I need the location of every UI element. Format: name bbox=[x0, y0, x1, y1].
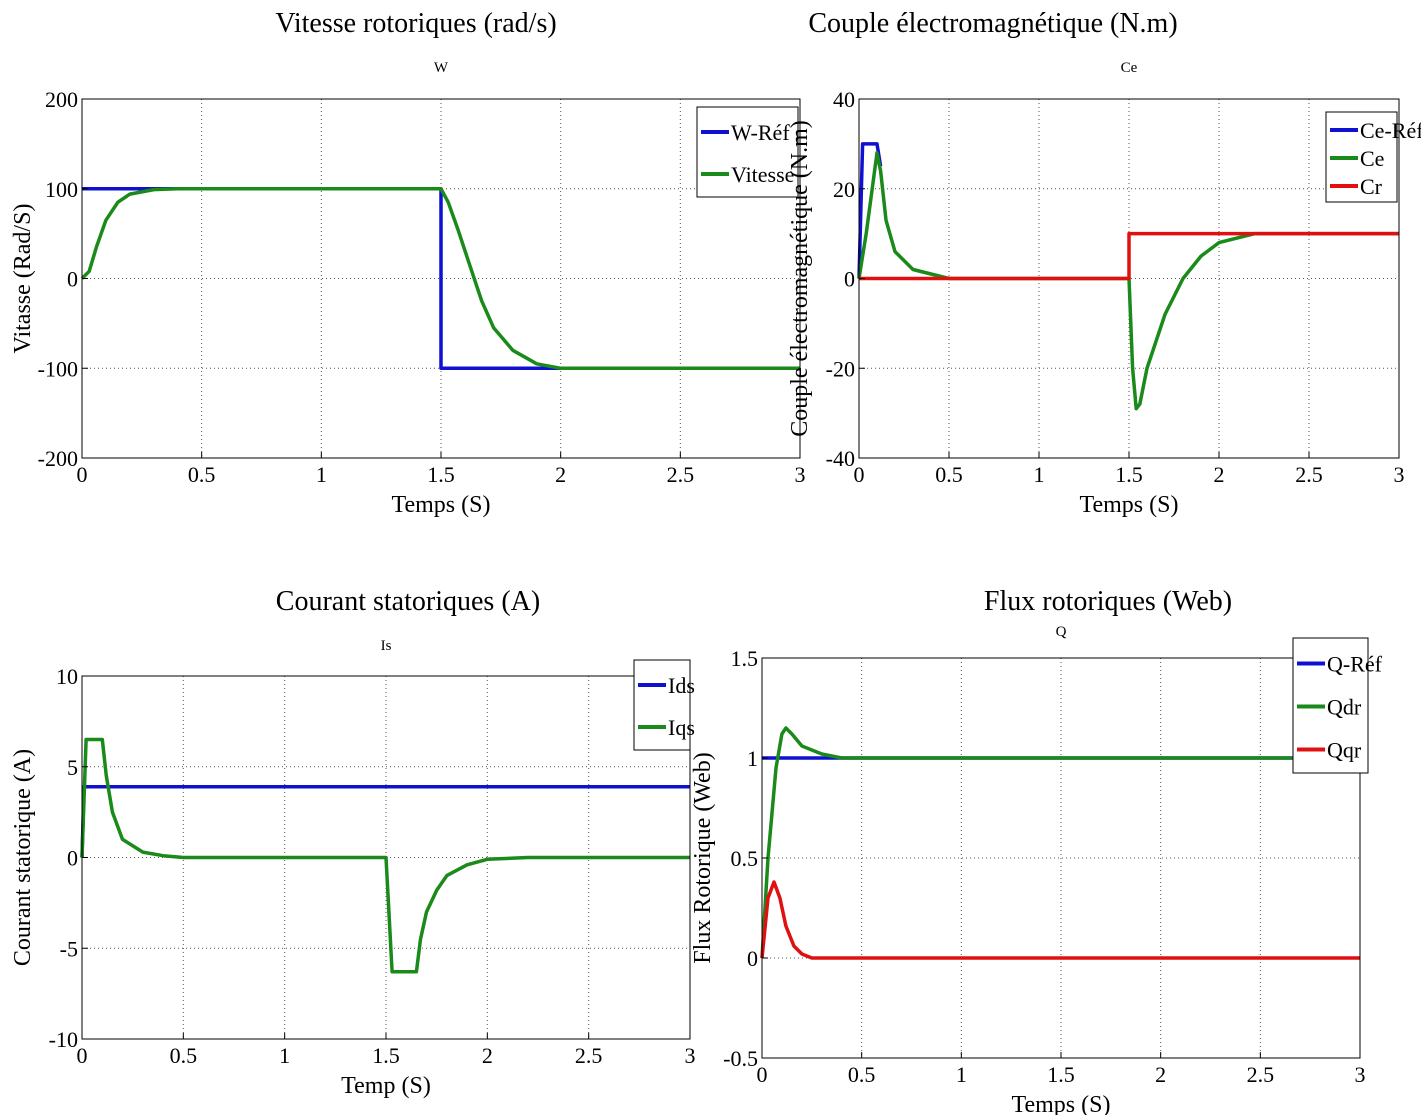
chart1-ytick-label: -100 bbox=[38, 356, 78, 381]
chart3-heading: Courant statoriques (A) bbox=[276, 586, 540, 617]
chart3-xlabel: Temp (S) bbox=[341, 1073, 431, 1099]
chart1-ytick-label: 200 bbox=[45, 87, 78, 112]
chart2-series-Cr bbox=[859, 231, 1399, 281]
chart4-xtick-label: 0 bbox=[757, 1062, 768, 1087]
chart1-xtick-label: 0.5 bbox=[188, 462, 216, 487]
chart2-xtick-label: 3 bbox=[1394, 462, 1405, 487]
chart3-xtick-label: 3 bbox=[685, 1043, 696, 1068]
chart1-series-Vitesse bbox=[80, 187, 800, 371]
chart1-xtick-label: 2 bbox=[555, 462, 566, 487]
chart1-ytick-label: -200 bbox=[38, 446, 78, 471]
chart3-xtick-label: 0.5 bbox=[170, 1043, 198, 1068]
chart2-xtick-label: 1.5 bbox=[1115, 462, 1143, 487]
chart4-ytick-label: 0.5 bbox=[731, 846, 759, 871]
chart4-legend-label-Qdr: Qdr bbox=[1327, 695, 1362, 720]
chart3-ytick-label: 10 bbox=[56, 664, 78, 689]
chart2-xtick-label: 0.5 bbox=[935, 462, 963, 487]
chart4-ytick-label: 0 bbox=[747, 946, 758, 971]
chart1-ytick-label: 100 bbox=[45, 177, 78, 202]
chart1-xtick-label: 1 bbox=[316, 462, 327, 487]
chart1-ytick-label: 0 bbox=[67, 267, 78, 292]
chart1-legend-box bbox=[696, 106, 799, 198]
chart1-xtick-label: 1.5 bbox=[427, 462, 455, 487]
chart3-legend-label-Iqs: Iqs bbox=[668, 715, 695, 740]
chart2-ytick-label: 20 bbox=[833, 177, 855, 202]
chart2-title: Ce bbox=[1121, 60, 1138, 76]
chart3-ytick-label: 5 bbox=[67, 755, 78, 780]
chart2-ylabel: Couple électromagnétique (N.m) bbox=[787, 120, 813, 437]
chart4-xtick-label: 3 bbox=[1355, 1062, 1366, 1087]
chart1-xtick-label: 3 bbox=[795, 462, 806, 487]
chart2-legend-label-Ce-Réf: Ce-Réf bbox=[1360, 118, 1421, 143]
chart4-legend-label-Qqr: Qqr bbox=[1327, 738, 1362, 763]
chart4-xtick-label: 1 bbox=[956, 1062, 967, 1087]
chart1-title: W bbox=[434, 60, 449, 76]
chart3-ytick-label: -10 bbox=[49, 1027, 78, 1052]
chart2-xlabel: Temps (S) bbox=[1080, 492, 1179, 518]
chart3-xtick-label: 2 bbox=[482, 1043, 493, 1068]
chart3-xtick-label: 0 bbox=[77, 1043, 88, 1068]
chart3-series-Iqs bbox=[80, 737, 690, 974]
chart2-ytick-label: -20 bbox=[826, 356, 855, 381]
chart4-ytick-label: 1.5 bbox=[731, 646, 759, 671]
chart1-heading: Vitesse rotoriques (rad/s) bbox=[275, 8, 556, 39]
chart4-xtick-label: 1.5 bbox=[1047, 1062, 1075, 1087]
chart2-legend-label-Cr: Cr bbox=[1360, 174, 1383, 199]
chart4-series-Qdr bbox=[760, 726, 1360, 959]
chart4-series-Qqr bbox=[760, 880, 1360, 960]
chart4-ylabel: Flux Rotorique (Web) bbox=[690, 752, 716, 963]
chart2-ytick-label: 40 bbox=[833, 87, 855, 112]
chart4-title: Q bbox=[1056, 624, 1067, 640]
chart3-ylabel: Courant statorique (A) bbox=[10, 749, 36, 966]
chart4-xtick-label: 2 bbox=[1155, 1062, 1166, 1087]
chart4-ytick-label: -0.5 bbox=[723, 1046, 758, 1071]
chart4-heading: Flux rotoriques (Web) bbox=[984, 586, 1232, 617]
chart2-xtick-label: 1 bbox=[1034, 462, 1045, 487]
chart4-xtick-label: 0.5 bbox=[848, 1062, 876, 1087]
chart1-xlabel: Temps (S) bbox=[392, 492, 491, 518]
chart2-xtick-label: 2.5 bbox=[1295, 462, 1323, 487]
chart4-ytick-label: 1 bbox=[747, 746, 758, 771]
chart4-xtick-label: 2.5 bbox=[1247, 1062, 1275, 1087]
chart2-xtick-label: 0 bbox=[854, 462, 865, 487]
chart2-legend-label-Ce: Ce bbox=[1360, 146, 1384, 171]
chart3-ytick-label: -5 bbox=[60, 936, 78, 961]
chart2-heading: Couple électromagnétique (N.m) bbox=[808, 8, 1177, 39]
chart3-xtick-label: 2.5 bbox=[575, 1043, 603, 1068]
chart3-ytick-label: 0 bbox=[67, 846, 78, 871]
chart3-legend-box bbox=[633, 659, 691, 751]
chart3-legend-label-Ids: Ids bbox=[668, 673, 695, 698]
chart1-legend-label-Vitesse: Vitesse bbox=[731, 162, 794, 187]
chart1-xtick-label: 0 bbox=[77, 462, 88, 487]
chart2-xtick-label: 2 bbox=[1214, 462, 1225, 487]
chart4-legend-label-Q-Réf: Q-Réf bbox=[1327, 652, 1383, 677]
chart3-xtick-label: 1 bbox=[279, 1043, 290, 1068]
chart2-ytick-label: -40 bbox=[826, 446, 855, 471]
chart3-xtick-label: 1.5 bbox=[372, 1043, 400, 1068]
chart4-xlabel: Temps (S) bbox=[1012, 1092, 1111, 1115]
chart1-xtick-label: 2.5 bbox=[667, 462, 695, 487]
chart2-ytick-label: 0 bbox=[844, 267, 855, 292]
chart1-ylabel: Vitasse (Rad/S) bbox=[10, 204, 36, 354]
chart1-legend-label-W-Réf: W-Réf bbox=[731, 120, 790, 145]
chart3-title: Is bbox=[381, 638, 392, 654]
